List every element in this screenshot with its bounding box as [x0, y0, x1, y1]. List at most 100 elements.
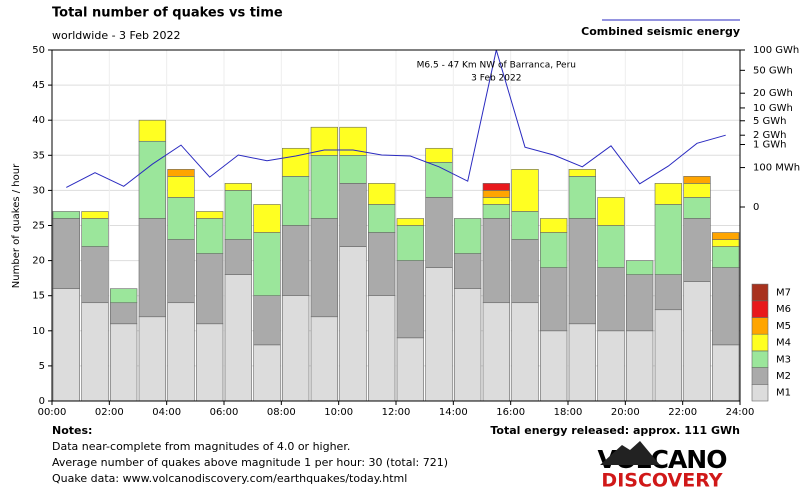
- y2-tick-label: 20 GWh: [753, 88, 793, 99]
- bar-segment: [597, 267, 625, 332]
- y-tick-label: 40: [32, 115, 45, 126]
- bar-segment: [540, 218, 568, 233]
- bar-segment: [482, 218, 510, 304]
- legend-swatch: [751, 383, 769, 402]
- note-line: Data near-complete from magnitudes of 4.…: [52, 440, 350, 453]
- legend-swatch: [751, 317, 769, 335]
- x-tick-label: 00:00: [38, 407, 67, 418]
- bar-segment: [597, 197, 625, 226]
- bar-segment: [196, 323, 224, 402]
- bar-segment: [138, 140, 166, 219]
- bar-segment: [253, 344, 281, 402]
- y-tick-label: 30: [32, 185, 45, 196]
- logo-volcano: [600, 441, 660, 465]
- y-tick-label: 10: [32, 326, 45, 337]
- bar-segment: [253, 232, 281, 297]
- bar-segment: [396, 260, 424, 339]
- notes-heading: Notes:: [52, 424, 92, 437]
- bar-segment: [540, 267, 568, 332]
- bar-segment: [540, 232, 568, 268]
- bar-segment: [196, 211, 224, 219]
- bar-segment: [712, 344, 740, 402]
- bar-segment: [339, 155, 367, 184]
- bar-segment: [310, 155, 338, 219]
- legend-label: Combined seismic energy: [581, 25, 740, 38]
- y-axis-label: Number of quakes / hour: [11, 163, 22, 288]
- bar-segment: [368, 204, 396, 233]
- bar-segment: [253, 295, 281, 346]
- x-tick-label: 16:00: [496, 407, 525, 418]
- bar-segment: [482, 190, 510, 198]
- bar-segment: [167, 176, 195, 198]
- note-line: Average number of quakes above magnitude…: [52, 456, 448, 469]
- bar-segment: [224, 239, 252, 275]
- bar-segment: [654, 204, 682, 275]
- legend-swatch: [751, 333, 769, 352]
- y2-tick-label: 100 GWh: [753, 45, 799, 56]
- bar-segment: [683, 281, 711, 402]
- legend-swatch: [751, 283, 769, 302]
- bar-segment: [568, 218, 596, 325]
- bar-segment: [310, 218, 338, 318]
- bar-segment: [597, 225, 625, 268]
- legend-swatch: [751, 367, 769, 385]
- y2-tick-label: 2 GWh: [753, 130, 787, 141]
- bar-segment: [253, 204, 281, 233]
- bar-segment: [626, 330, 654, 402]
- legend-label: M3: [776, 354, 791, 365]
- y2-tick-label: 0: [753, 202, 759, 213]
- bar-segment: [540, 330, 568, 402]
- bar-segment: [396, 218, 424, 226]
- bar-segment: [712, 267, 740, 346]
- bar-segment: [110, 323, 138, 402]
- bar-segment: [454, 288, 482, 402]
- bar-segment: [138, 218, 166, 318]
- bar-segment: [310, 316, 338, 402]
- bar-segment: [52, 218, 80, 289]
- legend-swatch: [751, 350, 769, 368]
- x-tick-label: 20:00: [611, 407, 640, 418]
- bar-segment: [425, 147, 453, 163]
- bar-segment: [568, 169, 596, 177]
- x-tick-label: 10:00: [324, 407, 353, 418]
- bar-segment: [597, 330, 625, 402]
- bar-segment: [224, 274, 252, 402]
- y2-tick-label: 1 GWh: [753, 139, 787, 150]
- bar-segment: [167, 239, 195, 304]
- y2-tick-label: 100 MWh: [753, 163, 800, 174]
- bar-segment: [138, 119, 166, 142]
- y-tick-label: 15: [32, 291, 45, 302]
- plot-frame: [51, 49, 741, 402]
- bar-segment: [396, 225, 424, 261]
- bar-segment: [482, 204, 510, 219]
- bar-segment: [712, 246, 740, 268]
- bar-segment: [167, 197, 195, 240]
- y-tick-label: 45: [32, 80, 45, 91]
- legend-label: M4: [776, 338, 791, 349]
- bar-segment: [482, 302, 510, 402]
- y-tick-label: 0: [39, 396, 45, 407]
- bar-segment: [368, 232, 396, 297]
- bar-segment: [712, 232, 740, 240]
- y-tick-label: 5: [39, 361, 45, 372]
- legend-label: M2: [776, 371, 791, 382]
- legend-label: M6: [776, 304, 791, 315]
- bar-segment: [81, 211, 109, 219]
- bar-segment: [196, 218, 224, 254]
- bar-segment: [52, 211, 80, 219]
- bar-segment: [482, 183, 510, 191]
- bar-segment: [454, 253, 482, 289]
- bar-segment: [511, 169, 539, 212]
- x-tick-label: 14:00: [439, 407, 468, 418]
- annotation: M6.5 - 47 Km NW of Barranca, Peru: [417, 61, 576, 71]
- bar-segment: [52, 288, 80, 402]
- y-tick-label: 25: [32, 221, 45, 232]
- bar-segment: [339, 183, 367, 247]
- bar-segment: [683, 218, 711, 282]
- legend-swatch: [751, 300, 769, 318]
- bar-segment: [626, 274, 654, 332]
- bar-segment: [110, 302, 138, 325]
- bar-segment: [654, 183, 682, 205]
- bar-segment: [339, 126, 367, 156]
